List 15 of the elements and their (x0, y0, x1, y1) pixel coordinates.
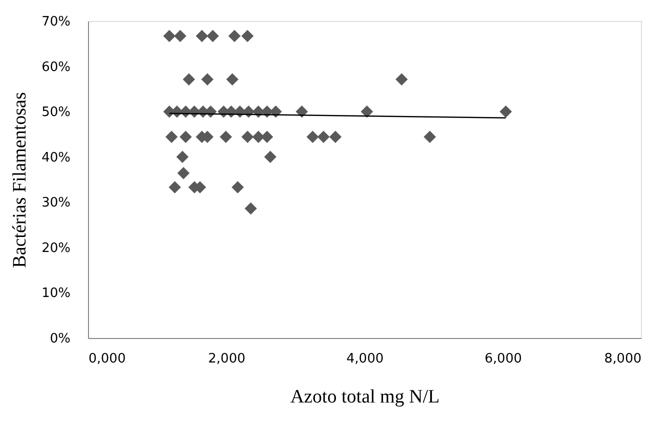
x-tick-label: 2,000 (208, 352, 246, 366)
x-tick-label: 0,000 (88, 352, 126, 366)
y-tick-label: 0% (50, 332, 70, 346)
y-tick-label: 70% (42, 14, 70, 30)
y-tick-label: 10% (42, 286, 70, 302)
x-tick-label: 6,000 (484, 352, 522, 366)
y-tick-label: 40% (42, 150, 70, 166)
y-tick-label: 50% (42, 105, 70, 120)
y-tick-label: 20% (42, 240, 70, 256)
y-axis-title: Bactérias Filamentosas (10, 92, 31, 268)
x-axis-title: Azoto total mg N/L (290, 386, 440, 408)
x-tick-label: 4,000 (346, 352, 384, 366)
x-tick-label: 8,000 (604, 352, 642, 366)
y-tick-label: 30% (42, 196, 70, 211)
y-tick-label: 60% (42, 60, 70, 75)
